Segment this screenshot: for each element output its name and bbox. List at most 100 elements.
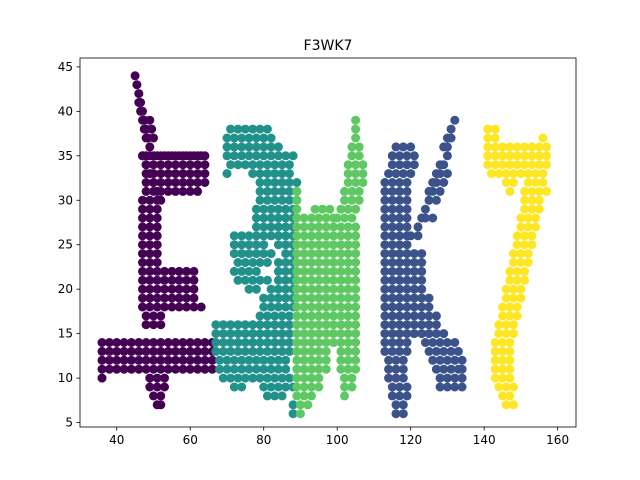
data-point [483, 124, 493, 134]
data-point [380, 258, 390, 267]
data-point [281, 204, 291, 214]
data-point [255, 169, 265, 179]
data-point [255, 186, 265, 196]
data-point [262, 195, 272, 205]
data-point [398, 373, 408, 383]
data-point [329, 311, 338, 321]
data-point [402, 160, 412, 170]
data-point [329, 338, 338, 347]
data-point [391, 169, 401, 179]
x-tick-label: 140 [473, 433, 496, 447]
data-point [145, 231, 155, 241]
data-point [398, 400, 408, 410]
data-point [457, 364, 467, 374]
data-point [237, 142, 247, 152]
data-point [512, 302, 522, 312]
data-point [273, 204, 283, 214]
data-point [520, 231, 530, 241]
data-point [240, 258, 250, 267]
data-point [152, 195, 162, 205]
data-point [152, 258, 162, 267]
data-point [505, 186, 515, 196]
data-point [509, 320, 518, 330]
data-point [138, 302, 147, 312]
data-point [178, 364, 188, 374]
data-point [145, 195, 155, 205]
data-point [384, 373, 394, 383]
data-point [391, 142, 401, 152]
data-point [141, 178, 151, 187]
data-point [501, 284, 511, 294]
data-point [266, 231, 276, 241]
data-point [520, 195, 530, 205]
data-point [292, 284, 302, 294]
x-tick-label: 100 [326, 433, 349, 447]
data-point [509, 249, 518, 259]
data-point [299, 249, 309, 259]
data-point [387, 338, 397, 347]
data-point [512, 151, 522, 161]
data-point [402, 329, 412, 339]
data-point [189, 293, 199, 303]
data-point [292, 320, 302, 330]
data-point [490, 364, 500, 374]
data-point [442, 373, 452, 383]
data-point [163, 338, 173, 347]
data-point [380, 284, 390, 294]
data-point [351, 346, 361, 356]
data-point [534, 204, 544, 214]
data-point [417, 311, 427, 321]
data-point [402, 213, 412, 223]
data-point [259, 204, 269, 214]
data-point [104, 355, 114, 365]
data-point [439, 178, 449, 187]
data-point [395, 222, 405, 232]
data-point [270, 391, 280, 401]
data-point [160, 302, 169, 312]
data-point [244, 231, 254, 241]
data-point [351, 249, 361, 259]
data-point [395, 346, 405, 356]
data-point [200, 178, 210, 187]
data-point [542, 186, 552, 196]
data-point [538, 178, 548, 187]
data-point [450, 115, 460, 125]
data-point [387, 222, 397, 232]
data-point [321, 231, 331, 241]
data-point [435, 338, 445, 347]
data-point [420, 213, 430, 223]
data-point [531, 222, 541, 232]
data-point [505, 302, 515, 312]
data-point [498, 338, 507, 347]
data-point [398, 409, 408, 419]
data-point [193, 346, 203, 356]
data-point [498, 302, 507, 312]
data-point [141, 338, 151, 347]
data-point [336, 258, 346, 267]
data-point [156, 364, 166, 374]
data-point [512, 160, 522, 170]
data-point [329, 213, 338, 223]
data-point [307, 338, 316, 347]
data-point [251, 284, 261, 294]
data-point [490, 133, 500, 143]
data-point [538, 169, 548, 179]
data-point [384, 355, 394, 365]
data-point [501, 382, 511, 392]
data-point [505, 391, 515, 401]
data-point [336, 302, 346, 312]
data-point [453, 346, 463, 356]
data-point [420, 338, 430, 347]
data-point [193, 338, 203, 347]
data-point [307, 231, 316, 241]
data-point [409, 320, 419, 330]
data-point [295, 409, 305, 419]
data-point [163, 178, 173, 187]
data-point [442, 169, 452, 179]
data-point [387, 160, 397, 170]
data-point [259, 302, 269, 312]
data-point [321, 355, 331, 365]
data-point [284, 338, 294, 347]
data-point [270, 186, 280, 196]
data-point [126, 346, 136, 356]
